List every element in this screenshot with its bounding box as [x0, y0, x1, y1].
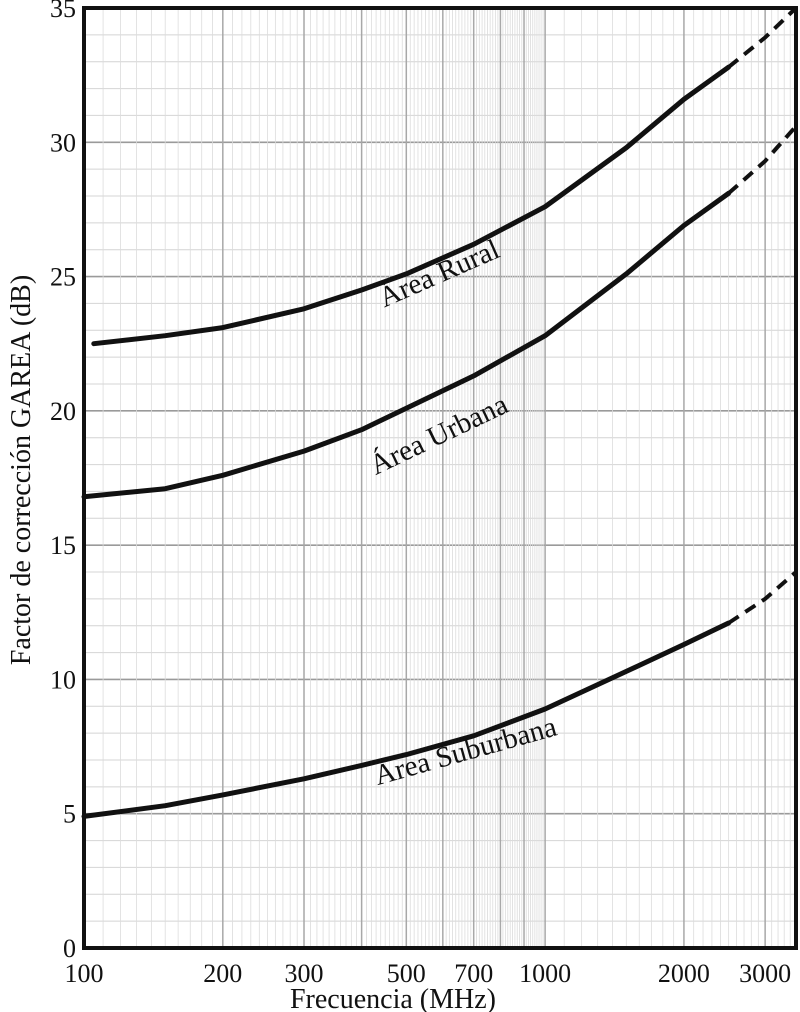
tick-label-layer: 100 200 300 500 700 1000 2000 3000 0 5 10 15 20 25 30 3…	[50, 0, 791, 988]
series-line	[91, 64, 732, 347]
y-tick-label: 5	[63, 800, 76, 829]
x-tick-label: 100	[65, 959, 104, 988]
series-label: Área Urbana	[364, 387, 513, 481]
x-tick-label: 2000	[658, 959, 710, 988]
series-line	[81, 620, 732, 819]
x-tick-label: 3000	[739, 959, 791, 988]
y-tick-label: 20	[50, 397, 76, 426]
x-tick-label: 700	[454, 959, 493, 988]
series-extrapolation-line	[727, 124, 798, 195]
grid-layer	[83, 7, 797, 949]
x-tick-label: 1000	[519, 959, 571, 988]
series-line	[81, 190, 732, 500]
y-tick-label: 35	[50, 0, 76, 23]
series-extrapolation-line	[727, 6, 798, 69]
plot-frame	[82, 6, 798, 950]
x-tick-label: 500	[387, 959, 426, 988]
y-tick-label: 0	[63, 934, 76, 963]
series-label: Área Suburbana	[371, 710, 561, 792]
y-tick-label: 15	[50, 531, 76, 560]
y-tick-label: 25	[50, 263, 76, 292]
y-tick-label: 30	[50, 128, 76, 157]
y-tick-label: 10	[50, 665, 76, 694]
x-tick-label: 300	[285, 959, 324, 988]
series-extrapolation-line	[727, 570, 798, 625]
x-tick-label: 200	[203, 959, 242, 988]
x-axis-title: Frecuencia (MHz)	[290, 984, 496, 1012]
y-axis-title: Factor de corrección GAREA (dB)	[6, 275, 37, 665]
